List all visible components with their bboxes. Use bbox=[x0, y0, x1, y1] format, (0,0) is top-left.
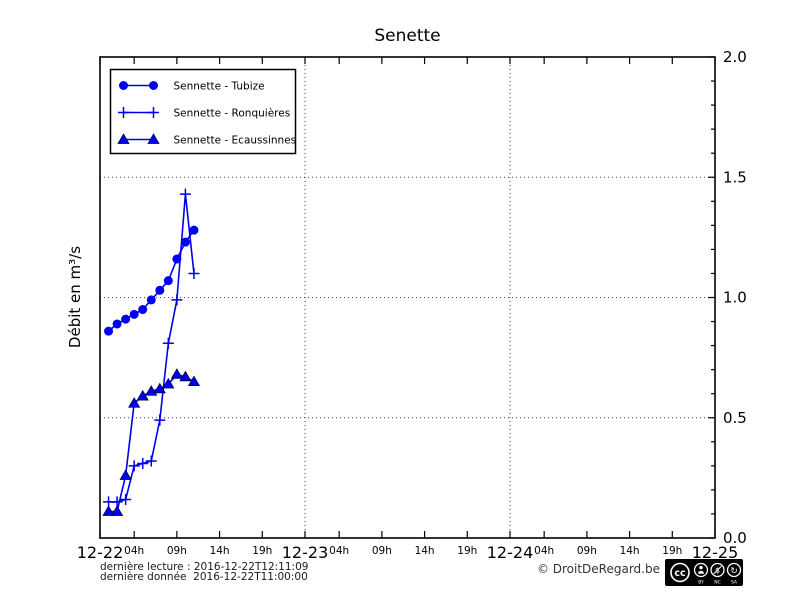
series-2-triangle-marker bbox=[162, 377, 175, 389]
y-tick-label: 1.0 bbox=[723, 289, 747, 307]
x-day-label: 12-22 bbox=[77, 543, 124, 562]
legend-triangle-marker bbox=[147, 133, 160, 144]
x-hour-label: 04h bbox=[124, 545, 144, 557]
series-0-circle-marker bbox=[172, 254, 182, 264]
series-1-plus-marker bbox=[171, 294, 183, 306]
series-1-plus-marker bbox=[128, 460, 140, 472]
x-hour-label: 19h bbox=[252, 545, 272, 557]
nc-label: NC bbox=[714, 580, 721, 586]
series-1-plus-marker bbox=[120, 494, 132, 506]
series-0-circle-marker bbox=[121, 314, 131, 324]
x-hour-label: 09h bbox=[167, 545, 187, 557]
series-2-triangle-marker bbox=[187, 375, 201, 387]
badge-background bbox=[665, 559, 743, 586]
legend-plus-marker bbox=[148, 107, 159, 118]
x-hour-label: 04h bbox=[329, 545, 349, 557]
x-day-label: 12-24 bbox=[487, 543, 534, 562]
series-1-plus-marker bbox=[145, 455, 157, 467]
legend-label: Sennette - Ecaussinnes bbox=[174, 135, 297, 147]
series-1-plus-marker bbox=[154, 414, 166, 426]
x-hour-label: 04h bbox=[534, 545, 554, 557]
series-1-plus-marker bbox=[137, 457, 149, 469]
last-reading-text: dernière lecture : 2016-12-22T12:11:09 bbox=[100, 561, 309, 573]
copyright-text: © DroitDeRegard.be bbox=[536, 562, 660, 576]
series-1-plus-marker bbox=[162, 337, 174, 349]
x-hour-label: 09h bbox=[372, 545, 392, 557]
legend-label: Sennette - Ronquières bbox=[174, 108, 291, 120]
x-hour-label: 14h bbox=[415, 545, 435, 557]
series-2-triangle-marker bbox=[128, 397, 141, 408]
cc-license-badge: cc $ ↻ BY NC SA bbox=[665, 559, 743, 586]
y-tick-label: 1.5 bbox=[723, 168, 747, 186]
series-1-plus-marker bbox=[188, 267, 200, 279]
series-0-circle-marker bbox=[180, 237, 190, 247]
series-2-triangle-marker bbox=[170, 368, 183, 379]
series-0-circle-marker bbox=[163, 276, 173, 286]
sa-label: SA bbox=[731, 580, 738, 586]
y-tick-label: 0.0 bbox=[723, 529, 747, 547]
y-tick-label: 0.5 bbox=[723, 409, 747, 427]
series-1-plus-marker bbox=[179, 188, 191, 200]
y-tick-label: 2.0 bbox=[723, 48, 747, 66]
x-hour-label: 14h bbox=[210, 545, 230, 557]
x-day-label: 12-23 bbox=[282, 543, 329, 562]
x-hour-label: 14h bbox=[620, 545, 640, 557]
series-2-triangle-marker bbox=[179, 370, 192, 382]
series-2-triangle-marker bbox=[102, 505, 115, 516]
sa-icon: ↻ bbox=[726, 562, 742, 578]
svg-text:cc: cc bbox=[674, 568, 685, 579]
nc-icon: $ bbox=[710, 562, 725, 578]
series-0-circle-marker bbox=[129, 309, 139, 319]
x-hour-label: 09h bbox=[577, 545, 597, 557]
series-2-triangle-marker bbox=[119, 469, 132, 480]
legend-label: Sennette - Tubize bbox=[174, 81, 265, 93]
series-0-circle-marker bbox=[155, 285, 165, 295]
legend-circle-marker bbox=[119, 81, 128, 90]
x-hour-label: 19h bbox=[662, 545, 682, 557]
by-label: BY bbox=[698, 580, 704, 586]
svg-text:↻: ↻ bbox=[730, 567, 738, 577]
series-2-triangle-marker bbox=[110, 505, 124, 516]
series-0-circle-marker bbox=[112, 319, 122, 329]
by-icon bbox=[693, 562, 709, 578]
legend-triangle-marker bbox=[117, 133, 130, 144]
series-0-circle-marker bbox=[146, 295, 156, 305]
legend-plus-marker bbox=[118, 107, 129, 118]
cc-icon: cc bbox=[670, 562, 690, 583]
series-0-circle-marker bbox=[104, 326, 114, 336]
legend-circle-marker bbox=[149, 81, 158, 90]
series-0-circle-marker bbox=[138, 305, 148, 315]
x-day-label: 12-25 bbox=[692, 543, 739, 562]
series-0-circle-marker bbox=[189, 225, 199, 235]
chart-title: Senette bbox=[374, 26, 441, 46]
last-data-text: dernière donnée 2016-12-22T11:00:00 bbox=[100, 571, 308, 583]
x-hour-label: 19h bbox=[457, 545, 477, 557]
